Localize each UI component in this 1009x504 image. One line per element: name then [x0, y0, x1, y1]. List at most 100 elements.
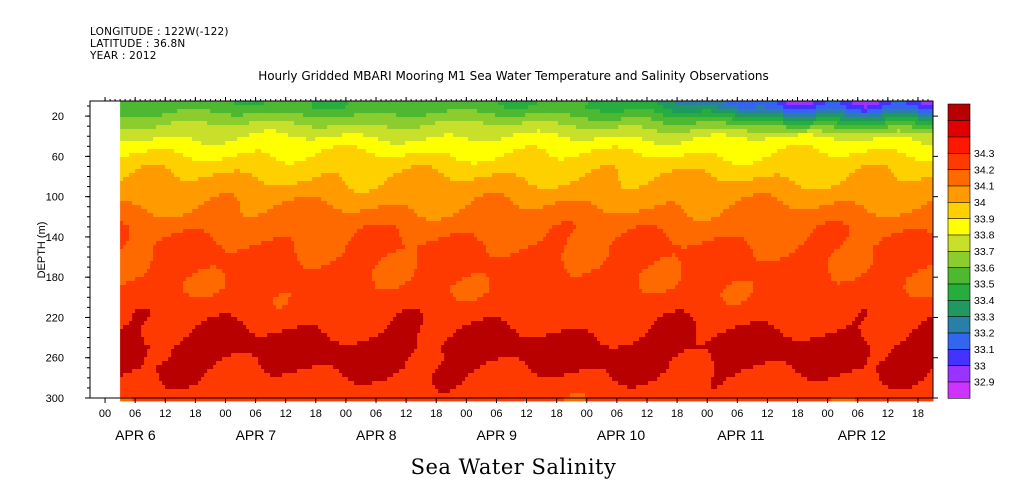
heatmap-cell [195, 101, 199, 106]
heatmap-cell [297, 265, 301, 270]
heatmap-cell [258, 305, 262, 310]
heatmap-cell [129, 161, 133, 166]
heatmap-cell [132, 145, 136, 150]
heatmap-cell [150, 345, 154, 350]
heatmap-cell [186, 257, 190, 262]
heatmap-cell [162, 289, 166, 294]
heatmap-cell [219, 365, 223, 370]
heatmap-cell [144, 293, 148, 298]
heatmap-cell [165, 277, 169, 282]
heatmap-cell [159, 225, 163, 230]
heatmap-cell [300, 301, 304, 306]
heatmap-cell [303, 113, 307, 118]
heatmap-cell [144, 109, 148, 114]
heatmap-cell [189, 353, 193, 358]
heatmap-cell [306, 125, 310, 130]
heatmap-cell [261, 109, 265, 114]
heatmap-cell [267, 281, 271, 286]
heatmap-cell [240, 277, 244, 282]
heatmap-cell [219, 185, 223, 190]
heatmap-cell [138, 197, 142, 202]
heatmap-cell [297, 109, 301, 114]
heatmap-cell [141, 173, 145, 178]
heatmap-cell [183, 333, 187, 338]
heatmap-cell [225, 169, 229, 174]
heatmap-cell [252, 185, 256, 190]
heatmap-cell [129, 277, 133, 282]
heatmap-cell [189, 249, 193, 254]
heatmap-cell [129, 153, 133, 158]
heatmap-cell [255, 349, 259, 354]
heatmap-cell [144, 201, 148, 206]
heatmap-cell [189, 221, 193, 226]
heatmap-cell [303, 189, 307, 194]
heatmap-cell [204, 165, 208, 170]
heatmap-cell [126, 217, 130, 222]
heatmap-cell [138, 345, 142, 350]
heatmap-cell [300, 321, 304, 326]
heatmap-cell [318, 181, 322, 186]
heatmap-cell [279, 373, 283, 378]
heatmap-cell [156, 317, 160, 322]
heatmap-cell [198, 377, 202, 382]
heatmap-cell [144, 349, 148, 354]
heatmap-cell [264, 393, 268, 398]
heatmap-cell [297, 177, 301, 182]
heatmap-cell [237, 189, 241, 194]
heatmap-cell [297, 101, 301, 106]
heatmap-cell [201, 265, 205, 270]
heatmap-cell [144, 157, 148, 162]
heatmap-cell [267, 349, 271, 354]
heatmap-cell [276, 317, 280, 322]
heatmap-cell [222, 105, 226, 110]
heatmap-cell [159, 189, 163, 194]
heatmap-cell [249, 113, 253, 118]
heatmap-cell [249, 397, 253, 402]
heatmap-cell [270, 341, 274, 346]
heatmap-cell [120, 117, 124, 122]
heatmap-cell [267, 189, 271, 194]
heatmap-cell [267, 321, 271, 326]
heatmap-cell [312, 309, 316, 314]
heatmap-cell [303, 157, 307, 162]
heatmap-cell [309, 325, 313, 330]
heatmap-cell [276, 397, 280, 402]
heatmap-cell [207, 301, 211, 306]
heatmap-cell [126, 241, 130, 246]
heatmap-cell [198, 373, 202, 378]
heatmap-cell [216, 197, 220, 202]
heatmap-cell [144, 121, 148, 126]
heatmap-cell [297, 385, 301, 390]
heatmap-cell [177, 305, 181, 310]
heatmap-cell [300, 269, 304, 274]
heatmap-cell [162, 365, 166, 370]
heatmap-cell [201, 281, 205, 286]
heatmap-cell [192, 157, 196, 162]
heatmap-cell [177, 201, 181, 206]
heatmap-cell [168, 393, 172, 398]
heatmap-cell [171, 109, 175, 114]
heatmap-cell [138, 389, 142, 394]
heatmap-cell [129, 233, 133, 238]
heatmap-cell [273, 265, 277, 270]
heatmap-cell [282, 133, 286, 138]
heatmap-cell [132, 161, 136, 166]
heatmap-cell [189, 253, 193, 258]
heatmap-cell [120, 193, 124, 198]
heatmap-cell [204, 101, 208, 106]
heatmap-cell [171, 157, 175, 162]
heatmap-cell [132, 173, 136, 178]
heatmap-cell [201, 169, 205, 174]
heatmap-cell [207, 365, 211, 370]
heatmap-cell [243, 337, 247, 342]
heatmap-cell [174, 281, 178, 286]
heatmap-cell [240, 265, 244, 270]
heatmap-cell [288, 141, 292, 146]
heatmap-cell [192, 273, 196, 278]
heatmap-cell [267, 181, 271, 186]
heatmap-cell [177, 133, 181, 138]
heatmap-cell [300, 349, 304, 354]
heatmap-cell [216, 393, 220, 398]
heatmap-cell [285, 285, 289, 290]
heatmap-cell [213, 113, 217, 118]
